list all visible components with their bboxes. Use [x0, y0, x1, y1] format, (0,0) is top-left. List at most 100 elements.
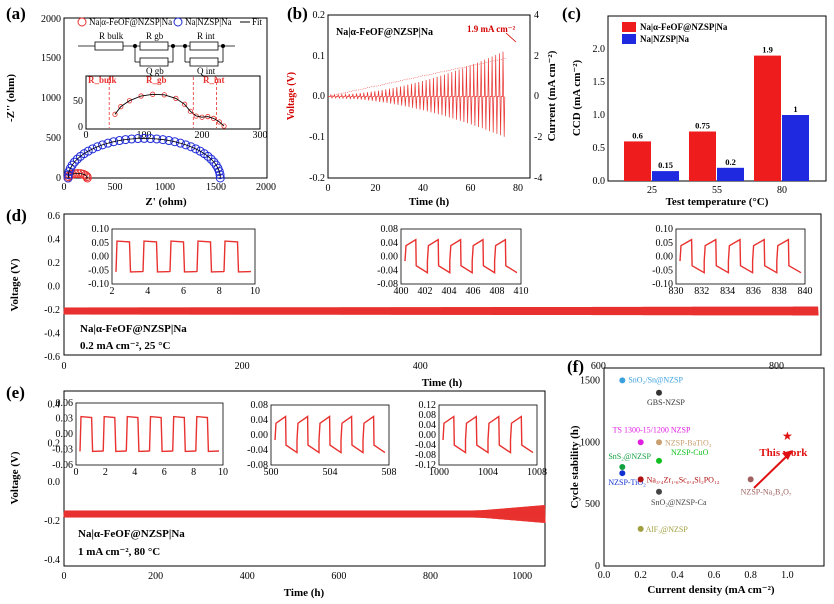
panel-d-insets: 2 4 6 8 10 -0.10 -0.05 0.00 0.05 0.10 400 402 404 406… — [88, 224, 812, 297]
xtick: 0 — [62, 182, 67, 193]
inset-data-point — [216, 119, 222, 125]
bar-value-label: 0.6 — [632, 130, 643, 140]
ytick: 0.1 — [313, 51, 326, 62]
bar-value-label: 1.9 — [762, 45, 773, 55]
ytick: 0 — [595, 561, 600, 572]
inset-ytick: 50 — [73, 96, 83, 107]
bar-value-label: 0.2 — [725, 157, 736, 167]
xtick: 0.2 — [634, 570, 647, 581]
inset-ytick: 0.10 — [656, 224, 674, 235]
ytick: 0.2 — [313, 10, 326, 21]
xtick: 0.0 — [598, 570, 611, 581]
y2tick: -2 — [534, 132, 542, 143]
y2tick: 2 — [534, 51, 539, 62]
xtick: 400 — [413, 361, 428, 372]
data-point — [203, 151, 213, 161]
inset-xtick: 8 — [191, 467, 196, 478]
xtick: 80 — [513, 183, 523, 194]
panel-f: (f) SnO₂/Sn@NZSP GBS-NZSP TS 1300-15/1200 … — [567, 357, 825, 596]
circuit-label-rgb: R gb — [146, 31, 164, 41]
panel-e-frame — [63, 390, 546, 567]
data-point — [98, 140, 108, 150]
y-axis-label: Cycle stability (h) — [569, 425, 581, 508]
data-point — [637, 476, 644, 483]
data-point — [656, 457, 662, 464]
inset-xtick: 300 — [253, 130, 268, 141]
x-axis-label: Test temperature (°C) — [666, 196, 769, 208]
ytick: 0.4 — [48, 399, 61, 410]
inset-ytick: -0.04 — [247, 445, 268, 456]
bar — [717, 167, 744, 181]
panel-d-condition: 0.2 mA cm⁻², 25 °C — [80, 340, 171, 352]
data-point — [181, 140, 191, 150]
panel-d-plot — [63, 306, 819, 316]
panel-a-plot — [63, 133, 225, 183]
circuit-node — [171, 44, 175, 48]
inset-ytick: 0 — [78, 122, 83, 133]
inset-xtick: 406 — [466, 286, 481, 297]
inset-xtick: 408 — [490, 286, 505, 297]
ytick: 0.0 — [48, 477, 61, 488]
legend-marker-a-nzsp — [173, 17, 183, 27]
trend-arrowhead — [782, 450, 793, 460]
inset-voltage-trace — [404, 238, 518, 274]
inset-ytick: -0.10 — [88, 279, 109, 290]
equivalent-circuit — [78, 41, 235, 67]
ytick: 0.4 — [48, 235, 61, 246]
inset-ytick: 0.00 — [56, 429, 74, 440]
ytick: -0.2 — [44, 516, 60, 527]
y2tick: 4 — [534, 10, 539, 21]
inset-voltage-trace — [679, 238, 802, 274]
panel-b-annotation: 1.9 mA cm⁻² — [467, 24, 515, 34]
inset-xtick: 500 — [264, 467, 279, 478]
inset-xtick: 6 — [181, 286, 186, 297]
y2-axis-label: Current (mA cm⁻²) — [546, 50, 558, 141]
inset-ytick: 0.05 — [92, 238, 110, 249]
bar — [624, 141, 651, 181]
ytick: -0.4 — [44, 555, 60, 566]
circuit-node — [221, 44, 225, 48]
inset-xtick: 834 — [720, 286, 735, 297]
inset-xtick: 1004 — [478, 467, 498, 478]
xtick: 800 — [423, 571, 438, 582]
data-point — [63, 170, 73, 180]
inset-xtick: 838 — [772, 286, 787, 297]
legend-swatch-c-feof — [622, 22, 636, 32]
data-point — [656, 439, 662, 446]
ytick: -0.1 — [309, 132, 325, 143]
bar — [782, 115, 809, 181]
inset-xtick: 508 — [382, 467, 397, 478]
circuit-label-rint: R int — [197, 31, 215, 41]
data-point — [656, 488, 662, 495]
bar — [689, 131, 716, 181]
circuit-label-qgb: Q gb — [146, 66, 164, 76]
ytick: 0.0 — [48, 282, 61, 293]
inset-ytick: -0.08 — [247, 460, 268, 471]
panel-f-frame — [603, 367, 825, 567]
panel-a-frame — [63, 17, 268, 179]
legend-swatch-c-nzsp — [622, 34, 636, 44]
inset-ytick: -0.04 — [415, 440, 436, 451]
inset-label-rbulk: R_bulk — [88, 75, 117, 85]
inset-ytick: 0.05 — [656, 238, 674, 249]
panel-e-insets: 0 2 4 6 8 10 -0.06 -0.03 0.00 0.03 0.06 500 504 508 -0… — [52, 398, 547, 478]
xtick: 0.6 — [708, 570, 721, 581]
inset-xtick: 8 — [217, 286, 222, 297]
data-point — [619, 464, 626, 470]
x-axis-label: Time (h) — [409, 196, 450, 208]
ytick: 0 — [56, 173, 61, 184]
inset-xtick: 2 — [103, 467, 108, 478]
data-point — [206, 154, 216, 164]
inset-xtick: 402 — [418, 286, 433, 297]
annotation-arrow — [505, 32, 517, 43]
xtick: 600 — [591, 361, 606, 372]
ytick: 0.2 — [48, 258, 61, 269]
xtick: 0 — [326, 183, 331, 194]
panel-e-plot — [63, 504, 546, 524]
panel-f-axes: 0.0 0.2 0.4 0.6 0.8 1.0 0 500 1000 1500 — [580, 375, 794, 581]
panel-d-axes: 0 200 400 600 800 -0.6 -0.4 -0.2 0.0 0.2 0.4 0.6 — [44, 211, 784, 372]
inset-data-point — [112, 111, 118, 117]
data-point — [214, 166, 224, 176]
x-axis-label: Time (h) — [284, 587, 325, 599]
point-label: GBS-NZSP — [647, 398, 685, 407]
